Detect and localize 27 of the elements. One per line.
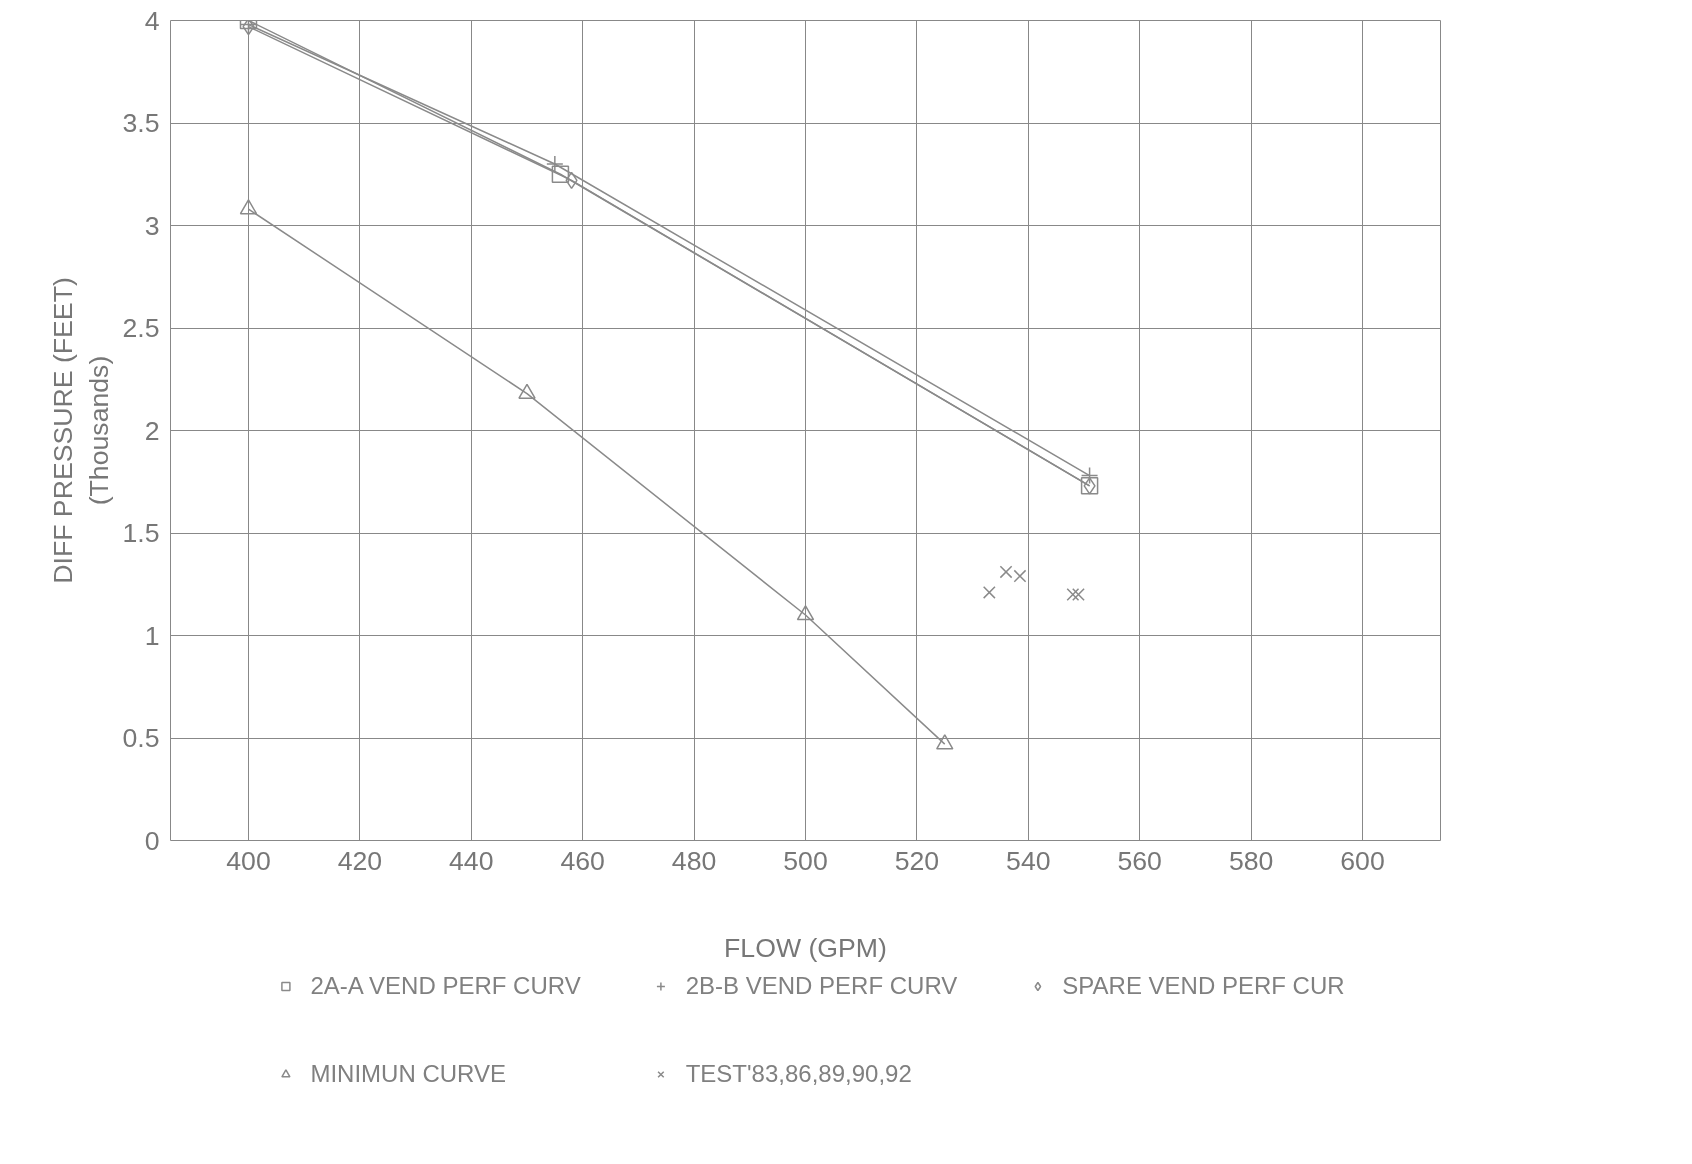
y-tick-label: 2 — [144, 415, 160, 446]
legend-label: MINIMUN CURVE — [310, 1060, 506, 1088]
x-tick-label: 460 — [560, 845, 605, 876]
y-tick-label: 2.5 — [122, 313, 160, 343]
x-tick-label: 420 — [337, 845, 383, 876]
x-tick-label: 600 — [1340, 845, 1385, 876]
x-tick-label: 480 — [671, 845, 717, 876]
legend-label: SPARE VEND PERF CUR — [1062, 972, 1345, 1000]
legend-label: TEST'83,86,89,90,92 — [685, 1060, 912, 1088]
x-axis-title: FLOW (GPM) — [724, 932, 887, 963]
y-tick-label: 1.5 — [122, 518, 160, 548]
legend-label: 2B-B VEND PERF CURV — [685, 972, 958, 1000]
y-tick-label: 4 — [144, 5, 160, 36]
x-tick-label: 500 — [783, 845, 828, 876]
x-tick-label: 440 — [449, 845, 494, 876]
y-axis-title: DIFF PRESSURE (FEET) (Thousands) — [48, 277, 115, 584]
y-tick-label: 1 — [144, 620, 160, 651]
y-tick-label: 3 — [144, 210, 160, 241]
legend-label: 2A-A VEND PERF CURV — [310, 972, 581, 1000]
x-tick-label: 580 — [1228, 845, 1274, 876]
x-tick-label: 400 — [226, 845, 271, 876]
y-tick-label: 0.5 — [122, 723, 160, 753]
x-tick-label: 520 — [894, 845, 940, 876]
x-tick-label: 560 — [1117, 845, 1162, 876]
x-tick-label: 540 — [1006, 845, 1051, 876]
y-tick-label: 0 — [144, 825, 160, 856]
y-tick-label: 3.5 — [122, 108, 160, 138]
